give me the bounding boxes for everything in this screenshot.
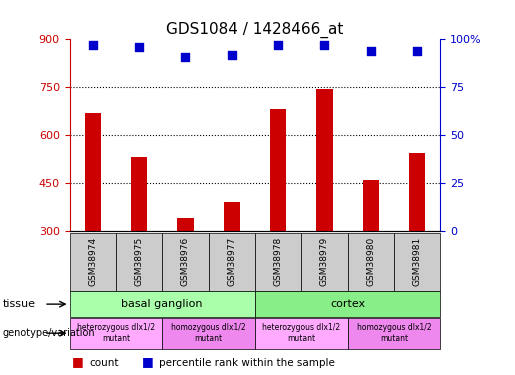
Text: GSM38980: GSM38980: [366, 237, 375, 286]
Point: [228, 52, 236, 58]
Text: count: count: [89, 358, 118, 368]
Bar: [255, 318, 348, 349]
Bar: [394, 232, 440, 291]
Point: [181, 54, 190, 60]
Point: [367, 48, 375, 54]
Text: heterozygous dlx1/2
mutant: heterozygous dlx1/2 mutant: [262, 324, 340, 343]
Point: [320, 42, 329, 48]
Bar: [116, 232, 162, 291]
Text: genotype/variation: genotype/variation: [3, 328, 95, 338]
Point: [135, 44, 143, 50]
Bar: [162, 318, 255, 349]
Text: GSM38978: GSM38978: [273, 237, 283, 286]
Point: [413, 48, 421, 54]
Bar: [162, 232, 209, 291]
Text: GSM38977: GSM38977: [227, 237, 236, 286]
Bar: [209, 232, 255, 291]
Bar: [348, 318, 440, 349]
Bar: [255, 291, 440, 317]
Text: GSM38974: GSM38974: [88, 237, 97, 286]
Title: GDS1084 / 1428466_at: GDS1084 / 1428466_at: [166, 22, 344, 38]
Bar: [84, 112, 101, 231]
Bar: [255, 232, 301, 291]
Bar: [363, 180, 379, 231]
Bar: [301, 232, 348, 291]
Text: heterozygous dlx1/2
mutant: heterozygous dlx1/2 mutant: [77, 324, 155, 343]
Text: homozygous dlx1/2
mutant: homozygous dlx1/2 mutant: [357, 324, 431, 343]
Bar: [409, 153, 425, 231]
Text: GSM38979: GSM38979: [320, 237, 329, 286]
Text: GSM38975: GSM38975: [134, 237, 144, 286]
Bar: [270, 110, 286, 231]
Bar: [131, 158, 147, 231]
Point: [274, 42, 282, 48]
Text: ■: ■: [72, 355, 84, 368]
Bar: [177, 218, 194, 231]
Text: homozygous dlx1/2
mutant: homozygous dlx1/2 mutant: [171, 324, 246, 343]
Point: [89, 42, 97, 48]
Text: tissue: tissue: [3, 299, 36, 309]
Bar: [70, 318, 162, 349]
Text: cortex: cortex: [330, 299, 365, 309]
Text: percentile rank within the sample: percentile rank within the sample: [159, 358, 335, 368]
Text: basal ganglion: basal ganglion: [122, 299, 203, 309]
Bar: [348, 232, 394, 291]
Bar: [224, 202, 240, 231]
Text: GSM38976: GSM38976: [181, 237, 190, 286]
Text: ■: ■: [142, 355, 153, 368]
Bar: [316, 89, 333, 231]
Text: GSM38981: GSM38981: [413, 237, 422, 286]
Bar: [70, 232, 116, 291]
Bar: [70, 291, 255, 317]
